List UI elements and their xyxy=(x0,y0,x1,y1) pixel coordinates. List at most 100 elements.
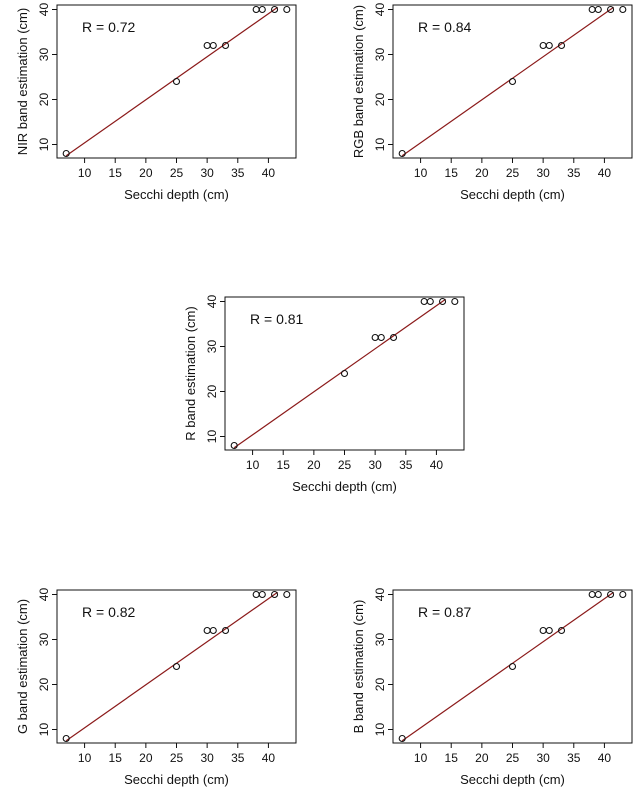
data-point xyxy=(439,297,447,306)
x-tick-label: 20 xyxy=(139,751,153,765)
x-tick-label: 40 xyxy=(430,458,444,472)
data-point xyxy=(172,662,181,671)
y-axis-title: G band estimation (cm) xyxy=(15,599,30,734)
y-tick-label: 30 xyxy=(373,48,387,62)
x-tick-label: 20 xyxy=(475,166,489,180)
x-tick-label: 30 xyxy=(536,166,550,180)
data-point xyxy=(283,5,291,14)
data-point xyxy=(221,626,230,635)
correlation-label: R = 0.82 xyxy=(82,604,136,620)
y-axis-title: B band estimation (cm) xyxy=(351,600,366,734)
x-tick-label: 30 xyxy=(200,166,214,180)
x-tick-label: 40 xyxy=(598,166,612,180)
x-tick-label: 10 xyxy=(414,166,428,180)
y-tick-label: 40 xyxy=(373,588,387,602)
x-tick-label: 15 xyxy=(445,166,459,180)
chart-panel-g: 10 15 20 25 30 35 40 10 20 30 40 Secchi depth (cm) G… xyxy=(15,588,297,787)
y-tick-label: 40 xyxy=(37,3,51,17)
data-point xyxy=(619,590,627,599)
data-point xyxy=(252,590,260,599)
y-tick-label: 10 xyxy=(37,723,51,737)
x-tick-label: 20 xyxy=(475,751,489,765)
x-tick-label: 40 xyxy=(262,166,276,180)
x-tick-label: 35 xyxy=(567,751,581,765)
chart-panel-nir: 10 15 20 25 30 35 40 10 20 30 40 Secchi depth (cm) N… xyxy=(15,3,297,202)
x-tick-label: 25 xyxy=(170,166,184,180)
data-point xyxy=(545,626,553,635)
data-point xyxy=(172,77,181,86)
x-axis-title: Secchi depth (cm) xyxy=(124,772,229,787)
correlation-label: R = 0.72 xyxy=(82,19,136,35)
chart-panel-rgb: 10 15 20 25 30 35 40 10 20 30 40 Secchi depth (cm) R… xyxy=(351,3,633,202)
y-tick-label: 10 xyxy=(205,430,219,444)
x-tick-label: 10 xyxy=(414,751,428,765)
x-tick-label: 30 xyxy=(536,751,550,765)
data-point xyxy=(557,626,566,635)
y-axis-title: RGB band estimation (cm) xyxy=(351,5,366,158)
data-point xyxy=(252,5,260,14)
x-tick-label: 10 xyxy=(78,166,92,180)
correlation-label: R = 0.84 xyxy=(418,19,472,35)
data-point xyxy=(258,5,266,14)
data-point xyxy=(271,590,279,599)
x-axis-title: Secchi depth (cm) xyxy=(292,479,397,494)
data-point xyxy=(283,590,291,599)
x-tick-label: 35 xyxy=(231,751,245,765)
data-point xyxy=(539,41,547,50)
data-point xyxy=(203,41,211,50)
data-point xyxy=(619,5,627,14)
data-point xyxy=(258,590,266,599)
data-point xyxy=(588,5,596,14)
y-tick-label: 30 xyxy=(37,48,51,62)
data-point xyxy=(545,41,553,50)
x-tick-label: 20 xyxy=(139,166,153,180)
data-point xyxy=(588,590,596,599)
x-axis-title: Secchi depth (cm) xyxy=(460,187,565,202)
y-tick-label: 40 xyxy=(373,3,387,17)
data-point xyxy=(607,590,615,599)
data-point xyxy=(209,626,217,635)
y-tick-label: 20 xyxy=(205,385,219,399)
x-tick-label: 15 xyxy=(445,751,459,765)
x-tick-label: 40 xyxy=(262,751,276,765)
x-tick-label: 25 xyxy=(506,751,520,765)
data-point xyxy=(594,590,602,599)
data-point xyxy=(398,149,406,158)
chart-panel-b: 10 15 20 25 30 35 40 10 20 30 40 Secchi depth (cm) B… xyxy=(351,588,633,787)
y-tick-label: 10 xyxy=(37,138,51,152)
x-tick-label: 25 xyxy=(506,166,520,180)
x-tick-label: 10 xyxy=(78,751,92,765)
data-point xyxy=(340,369,349,378)
correlation-label: R = 0.81 xyxy=(250,311,304,327)
y-tick-label: 30 xyxy=(37,633,51,647)
x-tick-label: 40 xyxy=(598,751,612,765)
y-tick-label: 20 xyxy=(37,93,51,107)
x-tick-label: 25 xyxy=(338,458,352,472)
y-tick-label: 20 xyxy=(373,678,387,692)
x-tick-label: 25 xyxy=(170,751,184,765)
data-point xyxy=(221,41,230,50)
data-point xyxy=(557,41,566,50)
y-tick-label: 40 xyxy=(37,588,51,602)
x-tick-label: 35 xyxy=(231,166,245,180)
y-tick-label: 10 xyxy=(373,138,387,152)
x-tick-label: 10 xyxy=(246,458,260,472)
regression-line xyxy=(401,591,614,742)
y-axis-title: NIR band estimation (cm) xyxy=(15,8,30,155)
x-tick-label: 20 xyxy=(307,458,321,472)
chart-panel-r: 10 15 20 25 30 35 40 10 20 30 40 Secchi depth (cm) R… xyxy=(183,295,465,494)
data-point xyxy=(371,333,379,342)
data-point xyxy=(398,734,406,743)
data-point xyxy=(62,734,70,743)
data-point xyxy=(607,5,615,14)
y-tick-label: 40 xyxy=(205,295,219,309)
data-point xyxy=(203,626,211,635)
data-point xyxy=(271,5,279,14)
data-point xyxy=(377,333,385,342)
y-tick-label: 10 xyxy=(373,723,387,737)
data-point xyxy=(62,149,70,158)
y-axis-title: R band estimation (cm) xyxy=(183,306,198,440)
x-tick-label: 30 xyxy=(200,751,214,765)
data-point xyxy=(426,297,434,306)
